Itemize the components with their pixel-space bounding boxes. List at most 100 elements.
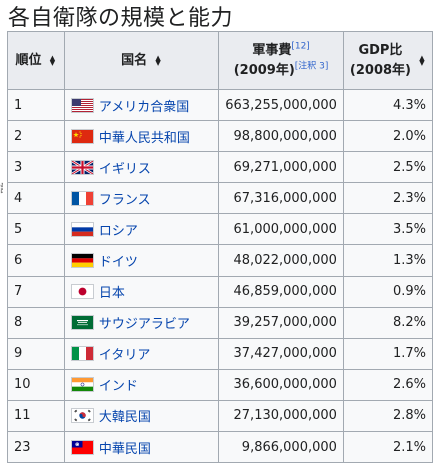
spending-cell: 36,600,000,000 (218, 368, 344, 401)
table-row: 11 大韓民国 27,130,000,000 2.8% (7, 399, 433, 433)
spending-cell: 67,316,000,000 (218, 182, 344, 215)
rank-cell: 1 (7, 88, 65, 122)
note-link[interactable]: [注釈 3] (294, 61, 329, 72)
taiwan-flag-icon (70, 439, 94, 455)
france-flag-icon (70, 190, 94, 206)
gdp-ratio-cell: 1.3% (342, 244, 433, 277)
gdp-ratio-cell: 3.5% (342, 213, 433, 246)
gdp-ratio-cell: 2.0% (342, 120, 433, 153)
rank-cell: 9 (7, 337, 65, 370)
saudi-arabia-flag-icon (70, 315, 94, 331)
spending-header-line2: (2009年) (233, 62, 295, 78)
sort-icon[interactable]: ▲ ▼ (155, 53, 161, 67)
china-flag-icon (70, 128, 94, 144)
gdp-ratio-cell: 2.5% (342, 151, 433, 184)
spending-cell: 69,271,000,000 (218, 151, 344, 184)
table-row: 10 インド 36,600,000,000 2.6% (7, 368, 433, 401)
spending-cell: 61,000,000,000 (218, 213, 344, 246)
rank-cell: 7 (7, 275, 65, 308)
us-flag-icon (70, 97, 94, 113)
spending-cell: 663,255,000,000 (218, 88, 344, 122)
spending-cell: 27,130,000,000 (218, 399, 344, 433)
gdp-ratio-cell: 2.6% (342, 368, 433, 401)
rank-cell: 10 (7, 368, 65, 401)
country-link[interactable]: 中華民国 (98, 441, 151, 457)
country-link[interactable]: サウジアラビア (98, 317, 190, 333)
country-cell: イタリア (63, 337, 220, 370)
table-row: 9 イタリア 37,427,000,000 1.7% (7, 337, 433, 370)
uk-flag-icon (70, 159, 94, 175)
spending-cell: 37,427,000,000 (218, 337, 344, 370)
rank-header-label: 順位 (15, 52, 42, 68)
country-link[interactable]: インド (98, 379, 138, 395)
country-cell: サウジアラビア (63, 306, 220, 339)
country-cell: 日本 (63, 275, 220, 308)
spending-cell: 9,866,000,000 (218, 431, 344, 464)
country-link[interactable]: イタリア (98, 348, 151, 364)
spending-cell: 46,859,000,000 (218, 275, 344, 308)
country-cell: 中華民国 (63, 431, 220, 464)
spending-header-label: 軍事費[12] (2009年)[注釈 3] (234, 41, 329, 81)
germany-flag-icon (70, 253, 94, 269)
table-row: 3 イギリス 69,271,000,000 2.5% (7, 151, 433, 184)
rank-cell: 8 (7, 306, 65, 339)
table-row: 5 ロシア 61,000,000,000 3.5% (7, 213, 433, 246)
country-link[interactable]: アメリカ合衆国 (98, 99, 190, 115)
country-cell: ドイツ (63, 244, 220, 277)
country-link[interactable]: ロシア (98, 223, 138, 239)
table-row: 4 フランス 67,316,000,000 2.3% (7, 182, 433, 215)
gdp-header-line2: (2008年) (349, 62, 411, 78)
country-cell: 大韓民国 (63, 399, 220, 433)
gdp-column-header[interactable]: GDP比 (2008年) ▲ ▼ (342, 31, 433, 90)
table-row: 23 中華民国 9,866,000,000 2.1% (7, 431, 433, 464)
gdp-ratio-cell: 4.3% (342, 88, 433, 122)
country-cell: フランス (63, 182, 220, 215)
spending-column-header[interactable]: 軍事費[12] (2009年)[注釈 3] (218, 31, 344, 90)
gdp-ratio-cell: 2.3% (342, 182, 433, 215)
gdp-ratio-cell: 1.7% (342, 337, 433, 370)
rank-cell: 3 (7, 151, 65, 184)
country-cell: 中華人民共和国 (63, 120, 220, 153)
country-link[interactable]: 中華人民共和国 (98, 130, 190, 146)
italy-flag-icon (70, 346, 94, 362)
rank-column-header[interactable]: 順位 ▲ ▼ (7, 31, 65, 90)
section-heading: 各自衛隊の規模と能力 (8, 6, 234, 31)
gdp-ratio-cell: 0.9% (342, 275, 433, 308)
country-link[interactable]: イギリス (98, 161, 151, 177)
south-korea-flag-icon (70, 408, 94, 424)
name-column-header[interactable]: 国名 ▲ ▼ (63, 31, 220, 90)
country-link[interactable]: ドイツ (98, 255, 138, 271)
sort-icon[interactable]: ▲ ▼ (419, 53, 425, 67)
rank-cell: 6 (7, 244, 65, 277)
rank-cell: 5 (7, 213, 65, 246)
rank-cell: 23 (7, 431, 65, 464)
table-row: 8 サウジアラビア 39,257,000,000 8.2% (7, 306, 433, 339)
table-row: 6 ドイツ 48,022,000,000 1.3% (7, 244, 433, 277)
gdp-ratio-cell: 8.2% (342, 306, 433, 339)
rank-cell: 2 (7, 120, 65, 153)
gdp-ratio-cell: 2.1% (342, 431, 433, 464)
country-cell: インド (63, 368, 220, 401)
table-header-row: 順位 ▲ ▼ 国名 ▲ ▼ 軍事費[12] (2009年)[注釈 3] (7, 31, 433, 90)
table-row: 7 日本 46,859,000,000 0.9% (7, 275, 433, 308)
rank-cell: 11 (7, 399, 65, 433)
rank-cell: 4 (7, 182, 65, 215)
japan-flag-icon (70, 284, 94, 300)
country-link[interactable]: 大韓民国 (98, 410, 151, 426)
russia-flag-icon (70, 221, 94, 237)
country-link[interactable]: フランス (98, 192, 151, 208)
military-spending-table: 順位 ▲ ▼ 国名 ▲ ▼ 軍事費[12] (2009年)[注釈 3] (7, 31, 433, 464)
country-link[interactable]: 日本 (98, 286, 125, 302)
spending-header-line1: 軍事費 (252, 42, 292, 58)
country-cell: アメリカ合衆国 (63, 88, 220, 122)
table-row: 1 アメリカ合衆国 663,255,000,000 4.3% (7, 88, 433, 122)
reference-link[interactable]: [12] (291, 41, 310, 52)
india-flag-icon (70, 377, 94, 393)
country-cell: ロシア (63, 213, 220, 246)
gdp-ratio-cell: 2.8% (342, 399, 433, 433)
table-row: 2 中華人民共和国 98,800,000,000 2.0% (7, 120, 433, 153)
country-cell: イギリス (63, 151, 220, 184)
spending-cell: 98,800,000,000 (218, 120, 344, 153)
sort-icon[interactable]: ▲ ▼ (49, 53, 56, 67)
gdp-header-label: GDP比 (2008年) (350, 41, 411, 81)
